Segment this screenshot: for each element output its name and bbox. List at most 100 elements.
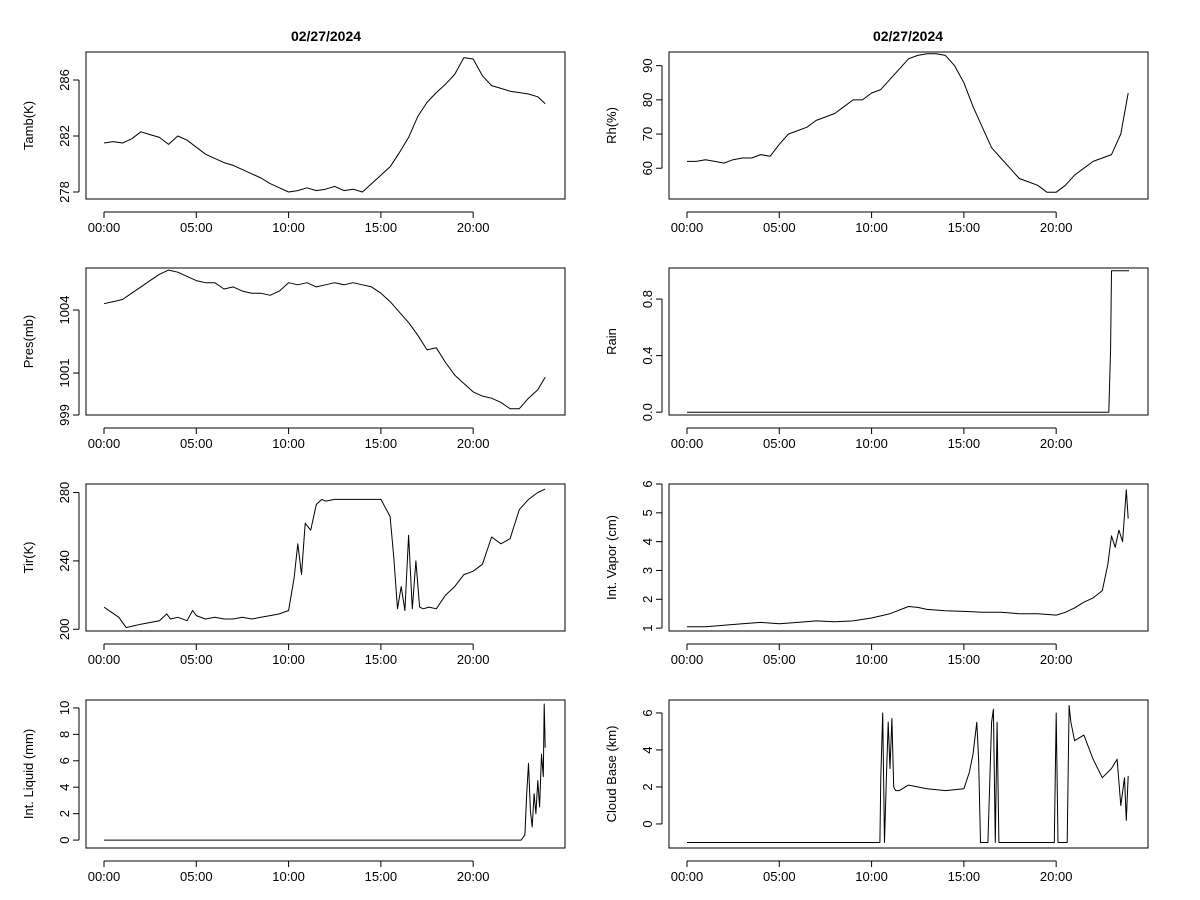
y-tick-label: 2: [640, 783, 655, 790]
x-tick-label: 05:00: [180, 652, 213, 667]
y-tick-label: 1001: [57, 359, 72, 388]
x-tick-label: 00:00: [671, 869, 704, 884]
x-tick-label: 15:00: [365, 869, 398, 884]
x-tick-label: 00:00: [88, 869, 121, 884]
y-tick-label: 6: [57, 757, 72, 764]
x-tick-label: 05:00: [763, 220, 796, 235]
y-tick-label: 0: [640, 820, 655, 827]
x-tick-label: 05:00: [763, 652, 796, 667]
x-tick-label: 10:00: [855, 652, 888, 667]
y-tick-label: 70: [640, 127, 655, 141]
y-tick-label: 4: [640, 538, 655, 545]
plot-frame: [85, 483, 566, 632]
y-tick-label: 278: [57, 181, 72, 203]
y-tick-label: 3: [640, 567, 655, 574]
plot-frame: [668, 483, 1149, 632]
plot-frame: [85, 699, 566, 849]
x-tick-label: 05:00: [763, 869, 796, 884]
y-tick-label: 282: [57, 125, 72, 147]
x-tick-label: 20:00: [1040, 869, 1073, 884]
series-line: [687, 270, 1130, 413]
series-line: [103, 57, 546, 193]
panels-group: 00:00 05:00 10:00 15:00 20:00278282286Tamb(K…: [21, 51, 1149, 884]
x-tick-label: 15:00: [365, 652, 398, 667]
y-axis-label: Rh(%): [604, 107, 619, 144]
y-tick-label: 2: [57, 810, 72, 817]
y-tick-label: 90: [640, 58, 655, 72]
y-tick-label: 6: [640, 709, 655, 716]
x-tick-label: 10:00: [272, 220, 305, 235]
x-tick-label: 20:00: [457, 436, 490, 451]
y-axis-label: Tir(K): [21, 541, 36, 573]
y-tick-label: 1: [640, 625, 655, 632]
plot-frame: [668, 267, 1149, 416]
y-tick-label: 0.0: [640, 403, 655, 421]
x-tick-label: 10:00: [855, 220, 888, 235]
series-line: [687, 705, 1129, 843]
y-axis-label: Pres(mb): [21, 315, 36, 368]
plot-frame: [85, 51, 566, 200]
y-tick-label: 4: [57, 784, 72, 791]
x-tick-label: 05:00: [180, 436, 213, 451]
y-tick-label: 0: [57, 836, 72, 843]
series-line: [687, 53, 1129, 193]
series-line: [103, 269, 546, 410]
x-tick-label: 20:00: [1040, 652, 1073, 667]
x-tick-label: 20:00: [1040, 436, 1073, 451]
x-tick-label: 00:00: [88, 652, 121, 667]
x-tick-label: 00:00: [88, 220, 121, 235]
plot-frame: [668, 699, 1149, 849]
series-line: [103, 488, 546, 629]
y-axis-label: Int. Liquid (mm): [21, 729, 36, 819]
y-tick-label: 5: [640, 509, 655, 516]
x-tick-label: 10:00: [272, 652, 305, 667]
x-tick-label: 10:00: [855, 869, 888, 884]
y-tick-label: 280: [57, 482, 72, 504]
x-tick-label: 15:00: [948, 220, 981, 235]
x-tick-label: 15:00: [948, 869, 981, 884]
y-axis-label: Rain: [604, 328, 619, 355]
y-tick-label: 240: [57, 550, 72, 572]
y-tick-label: 4: [640, 746, 655, 753]
x-tick-label: 20:00: [457, 220, 490, 235]
x-tick-label: 20:00: [457, 652, 490, 667]
plot-frame: [85, 267, 566, 416]
y-axis-label: Int. Vapor (cm): [604, 515, 619, 600]
y-tick-label: 6: [640, 480, 655, 487]
panel-4: 00:00 05:00 10:00 15:00 20:00 0.0 0.4 0.8 Rain: [604, 267, 1149, 451]
x-tick-label: 15:00: [365, 436, 398, 451]
x-tick-label: 15:00: [948, 436, 981, 451]
panel-7: 00:00 05:00 10:00 15:00 20:00 0 2 4 6 8 10 Int. Liq…: [21, 699, 566, 884]
x-tick-label: 20:00: [1040, 220, 1073, 235]
panel-6: 00:00 05:00 10:00 15:00 20:00 1 2 3 4 5 6 Int. Vapo…: [604, 480, 1149, 667]
panel-5: 00:00 05:00 10:00 15:00 20:00 200 240 280 Tir(K): [21, 482, 566, 667]
x-tick-label: 10:00: [272, 436, 305, 451]
panel-8: 00:00 05:00 10:00 15:00 20:00 0 2 4 6 Cloud Base …: [604, 699, 1149, 884]
panel-2: 00:00 05:00 10:00 15:00 20:00 60 70 80 90 Rh(%): [604, 51, 1149, 235]
y-tick-label: 8: [57, 731, 72, 738]
x-tick-label: 00:00: [88, 436, 121, 451]
y-tick-label: 1004: [57, 296, 72, 325]
x-tick-label: 15:00: [365, 220, 398, 235]
y-tick-label: 999: [57, 404, 72, 426]
y-tick-label: 0.4: [640, 347, 655, 365]
x-tick-label: 00:00: [671, 436, 704, 451]
y-tick-label: 200: [57, 618, 72, 640]
y-axis-label: Cloud Base (km): [604, 726, 619, 823]
x-tick-label: 15:00: [948, 652, 981, 667]
x-tick-label: 05:00: [180, 220, 213, 235]
y-tick-label: 80: [640, 93, 655, 107]
plot-frame: [668, 51, 1149, 200]
y-tick-label: 286: [57, 69, 72, 91]
series-line: [687, 489, 1129, 628]
y-tick-label: 0.8: [640, 290, 655, 308]
series-line: [104, 703, 546, 841]
left-column-title: 02/27/2024: [291, 28, 361, 44]
right-column-title: 02/27/2024: [873, 28, 943, 44]
x-tick-label: 05:00: [763, 436, 796, 451]
x-tick-label: 00:00: [671, 220, 704, 235]
x-tick-label: 10:00: [272, 869, 305, 884]
y-tick-label: 10: [57, 701, 72, 715]
x-tick-label: 05:00: [180, 869, 213, 884]
